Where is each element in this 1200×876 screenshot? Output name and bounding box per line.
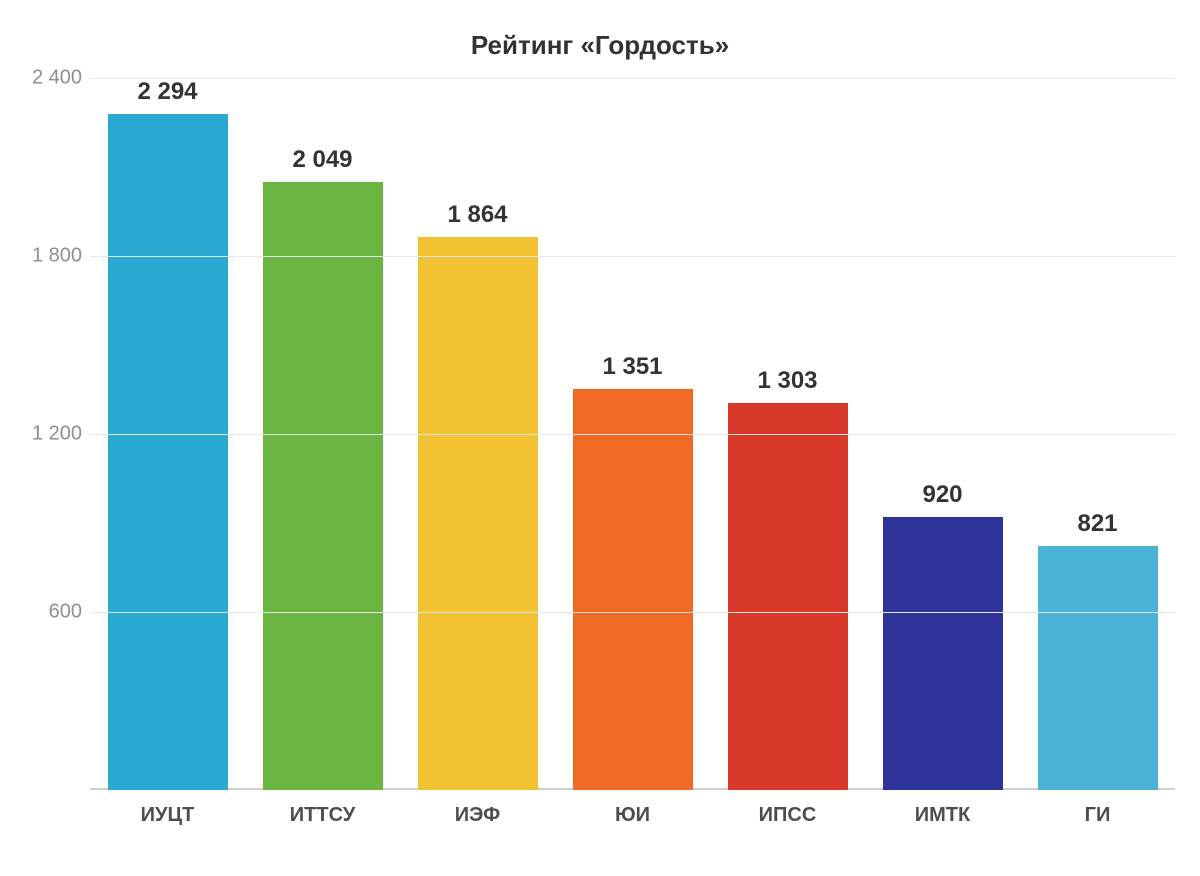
bar bbox=[883, 517, 1003, 790]
gridline bbox=[90, 256, 1175, 257]
x-axis-labels: ИУЦТИТТСУИЭФЮИИПССИМТКГИ bbox=[90, 804, 1175, 827]
bar-value-label: 2 294 bbox=[137, 78, 197, 106]
x-tick-label: ИПСС bbox=[710, 804, 865, 827]
bar-value-label: 1 303 bbox=[757, 367, 817, 395]
gridline bbox=[90, 434, 1175, 435]
x-tick-label: ИУЦТ bbox=[90, 804, 245, 827]
bar bbox=[418, 237, 538, 790]
bar-chart: Рейтинг «Гордость» 600 1 200 1 800 2 400 2 … bbox=[0, 0, 1200, 876]
y-tick-label: 1 800 bbox=[32, 245, 82, 268]
bar bbox=[573, 389, 693, 790]
chart-title: Рейтинг «Гордость» bbox=[0, 0, 1200, 67]
bar bbox=[728, 403, 848, 790]
y-tick-label: 1 200 bbox=[32, 423, 82, 446]
x-tick-label: ИТТСУ bbox=[245, 804, 400, 827]
bar bbox=[263, 182, 383, 790]
bar bbox=[108, 114, 228, 790]
bar bbox=[1038, 546, 1158, 790]
x-tick-label: ИЭФ bbox=[400, 804, 555, 827]
bar-value-label: 2 049 bbox=[292, 146, 352, 174]
bar-value-label: 821 bbox=[1077, 510, 1117, 538]
gridline bbox=[90, 612, 1175, 613]
gridline bbox=[90, 78, 1175, 79]
x-tick-label: ИМТК bbox=[865, 804, 1020, 827]
bar-value-label: 920 bbox=[922, 481, 962, 509]
y-tick-label: 600 bbox=[49, 601, 82, 624]
bar-value-label: 1 864 bbox=[447, 201, 507, 229]
bar-value-label: 1 351 bbox=[602, 353, 662, 381]
x-tick-label: ГИ bbox=[1020, 804, 1175, 827]
x-tick-label: ЮИ bbox=[555, 804, 710, 827]
y-tick-label: 2 400 bbox=[32, 67, 82, 90]
plot-area: 2 294 2 049 1 864 1 351 1 303 920 821 bbox=[90, 78, 1175, 790]
y-axis-labels: 6001 2001 8002 400 bbox=[0, 78, 90, 790]
